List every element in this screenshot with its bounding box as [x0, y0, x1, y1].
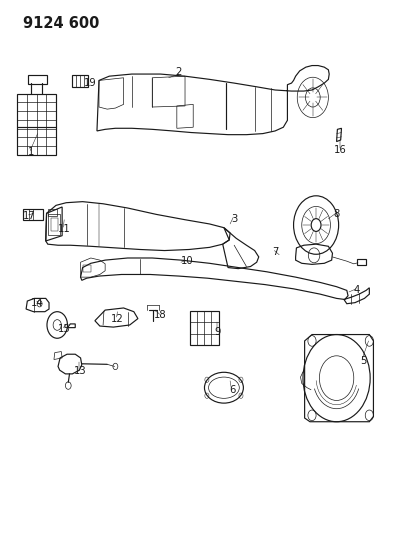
Text: 1: 1 [28, 147, 35, 157]
Text: 12: 12 [111, 313, 124, 324]
Text: 10: 10 [181, 256, 194, 266]
Bar [83, 265, 91, 272]
Bar [51, 218, 58, 231]
Text: 13: 13 [74, 366, 87, 376]
Text: 16: 16 [334, 144, 347, 155]
Bar [17, 94, 56, 155]
Bar [48, 214, 60, 235]
Text: 8: 8 [333, 209, 340, 220]
Text: 9124 600: 9124 600 [23, 15, 99, 30]
Text: 15: 15 [58, 324, 71, 334]
Text: 9: 9 [215, 327, 221, 337]
Text: 3: 3 [231, 214, 237, 224]
Text: 4: 4 [354, 286, 360, 295]
Text: 5: 5 [360, 356, 366, 366]
Text: 6: 6 [229, 385, 236, 395]
Bar [48, 209, 57, 216]
Bar [23, 208, 43, 220]
Text: 17: 17 [23, 211, 36, 221]
Text: 18: 18 [154, 310, 167, 320]
Bar [28, 75, 46, 84]
Text: 11: 11 [58, 224, 71, 234]
Text: 7: 7 [272, 247, 278, 256]
Bar [190, 311, 219, 345]
Text: 14: 14 [31, 297, 44, 308]
Bar [72, 75, 88, 87]
Text: 19: 19 [83, 78, 96, 88]
Text: 2: 2 [175, 68, 182, 77]
Bar [357, 259, 366, 265]
